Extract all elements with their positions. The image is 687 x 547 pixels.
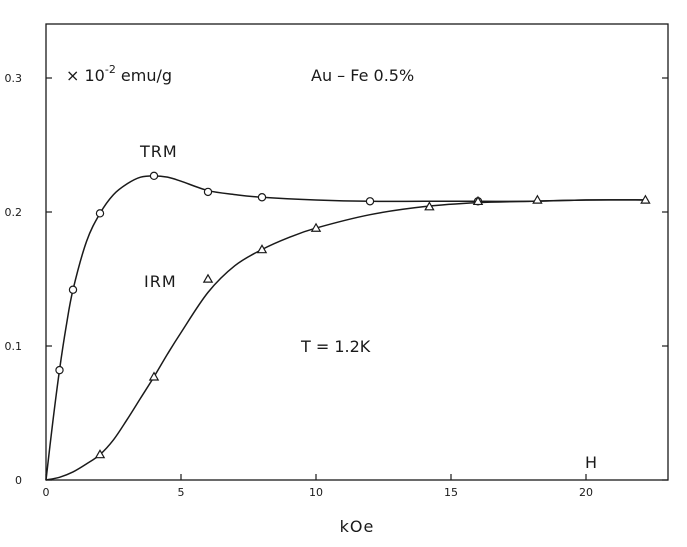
temperature-label: T = 1.2K	[300, 337, 371, 356]
trm-curve	[45, 175, 649, 481]
x-tick-label: 10	[309, 486, 323, 499]
x-axis: 0 5 10 15 20	[43, 474, 593, 499]
x-axis-title: kOe	[340, 517, 375, 536]
y-axis: 0 0.1 0.2 0.3	[5, 72, 668, 487]
trm-point	[55, 365, 64, 375]
irm-point	[256, 244, 268, 254]
unit-label-suffix: emu/g	[116, 66, 172, 85]
irm-point	[94, 449, 106, 459]
y-tick-label: 0.2	[5, 206, 23, 219]
trm-curve-label: TRM	[139, 142, 178, 161]
unit-label: × 10-2 emu/g	[66, 63, 172, 85]
x-tick-label: 5	[178, 486, 185, 499]
x-tick-label: 15	[444, 486, 458, 499]
trm-point	[203, 187, 213, 197]
trm-point	[68, 285, 78, 294]
h-label: H	[585, 453, 597, 472]
irm-point	[202, 273, 214, 283]
trm-point	[365, 197, 375, 206]
plot-frame	[45, 23, 669, 481]
irm-point	[310, 222, 322, 232]
irm-point	[640, 194, 651, 204]
irm-curve	[45, 199, 649, 481]
unit-label-prefix: × 10	[66, 66, 105, 85]
irm-point	[532, 194, 543, 204]
irm-point	[472, 195, 484, 206]
y-tick-label: 0	[15, 474, 22, 487]
markers	[55, 171, 651, 459]
unit-label-exponent: -2	[105, 63, 116, 76]
y-tick-label: 0.3	[5, 72, 23, 85]
curves	[45, 175, 649, 481]
irm-curve-label: IRM	[144, 272, 177, 291]
x-tick-label: 0	[43, 486, 50, 499]
irm-point	[148, 371, 160, 381]
irm-point	[424, 201, 435, 211]
x-tick-label: 20	[579, 486, 593, 499]
y-tick-label: 0.1	[5, 340, 23, 353]
trm-point	[95, 209, 105, 218]
trm-point	[257, 193, 267, 202]
trm-point	[149, 171, 159, 181]
plot-frame-group	[45, 23, 669, 481]
sample-label: Au – Fe 0.5%	[311, 66, 414, 85]
